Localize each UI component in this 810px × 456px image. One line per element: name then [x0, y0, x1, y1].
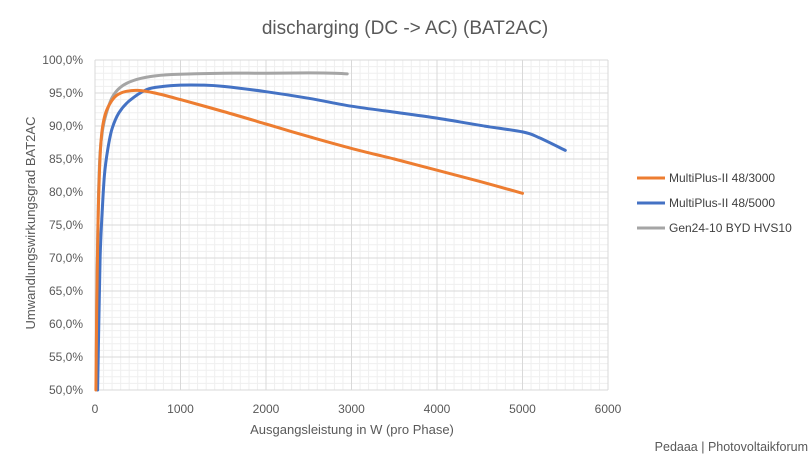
series-line-multiplus-ii-48-3000 [94, 88, 524, 392]
x-axis-label: Ausgangsleistung in W (pro Phase) [250, 422, 454, 437]
x-axis-ticks: 0 1000 2000 3000 4000 5000 6000 [92, 402, 622, 416]
y-axis-label: Umwandlungswirkungsgrad BAT2AC [23, 117, 38, 330]
y-tick-label: 60,0% [49, 317, 83, 331]
y-tick-label: 75,0% [49, 218, 83, 232]
legend: MultiPlus-II 48/3000 MultiPlus-II 48/5000… [637, 171, 792, 235]
watermark: Pedaaa | Photovoltaikforum [655, 440, 808, 454]
y-tick-label: 85,0% [49, 152, 83, 166]
chart-title: discharging (DC -> AC) (BAT2AC) [262, 18, 548, 39]
x-tick-label: 0 [92, 402, 99, 416]
x-tick-label: 3000 [338, 402, 365, 416]
x-tick-label: 4000 [424, 402, 451, 416]
legend-label: MultiPlus-II 48/3000 [669, 171, 775, 185]
y-tick-label: 80,0% [49, 185, 83, 199]
y-tick-label: 70,0% [49, 251, 83, 265]
y-tick-label: 95,0% [49, 86, 83, 100]
legend-label: MultiPlus-II 48/5000 [669, 196, 775, 210]
legend-label: Gen24-10 BYD HVS10 [669, 221, 792, 235]
series-lines [94, 71, 567, 392]
x-tick-label: 1000 [167, 402, 194, 416]
x-tick-label: 2000 [253, 402, 280, 416]
x-tick-label: 6000 [595, 402, 622, 416]
y-axis-ticks: 50,0% 55,0% 60,0% 65,0% 70,0% 75,0% 80,0% 85,0%… [42, 53, 83, 397]
y-tick-label: 65,0% [49, 284, 83, 298]
y-tick-label: 90,0% [49, 119, 83, 133]
y-tick-label: 100,0% [42, 53, 83, 67]
y-tick-label: 50,0% [49, 383, 83, 397]
x-tick-label: 5000 [509, 402, 536, 416]
y-tick-label: 55,0% [49, 350, 83, 364]
series-line-gen24-10-byd-hvs10 [94, 71, 349, 359]
series-line-multiplus-ii-48-5000 [96, 83, 567, 392]
